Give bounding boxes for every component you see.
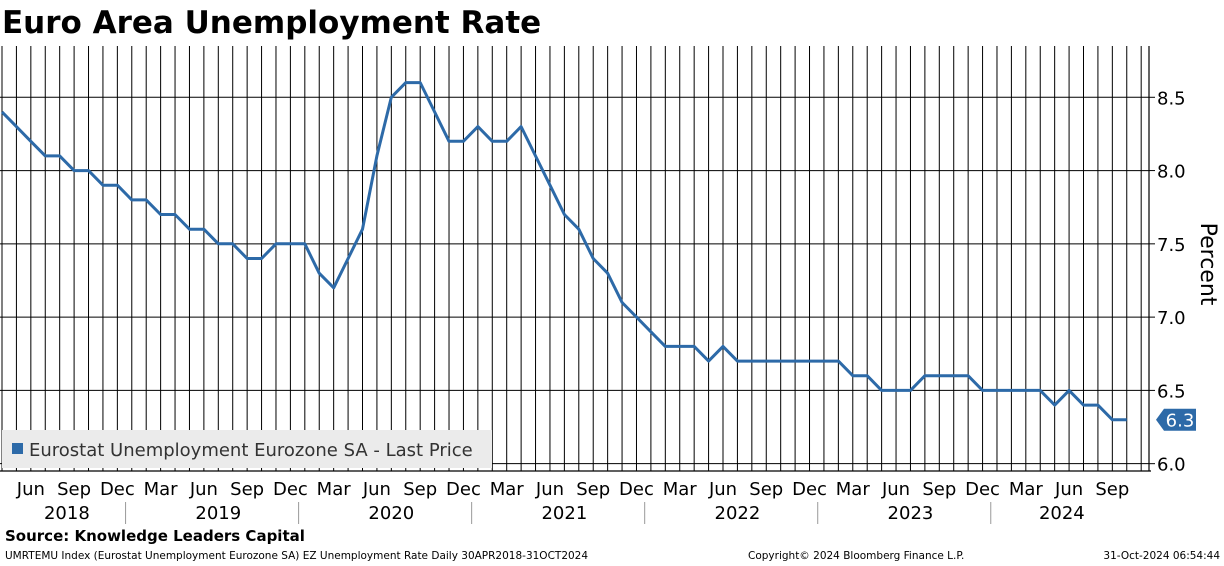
y-tick-label: 6.5 (1157, 381, 1186, 402)
x-tick-label: Jun (1054, 479, 1083, 500)
x-tick-label: Jun (189, 479, 218, 500)
x-tick-label: Sep (403, 479, 437, 500)
x-year-label: 2019 (195, 503, 241, 524)
series-layer (0, 81, 1127, 422)
plot-frame (0, 46, 1155, 472)
footer-copyright: Copyright© 2024 Bloomberg Finance L.P. (748, 550, 965, 562)
x-tick-label: Dec (792, 479, 827, 500)
x-tick-label: Dec (619, 479, 654, 500)
footer-index-description: UMRTEMU Index (Eurostat Unemployment Eur… (5, 550, 589, 562)
x-tick-label: Dec (273, 479, 308, 500)
legend-label: Eurostat Unemployment Eurozone SA - Last… (29, 440, 473, 461)
x-axis-tick-labels: Jun Sep Dec Mar Jun Sep Dec Mar Jun Sep Dec Mar Jun S… (16, 479, 1130, 500)
last-value-badge (1156, 408, 1196, 431)
x-tick-label: Sep (749, 479, 783, 500)
x-tick-label: Mar (144, 479, 179, 500)
x-year-label: 2022 (715, 503, 761, 524)
x-tick-label: Jun (16, 479, 45, 500)
x-year-label: 2018 (44, 503, 90, 524)
legend-swatch (12, 443, 23, 454)
chart-title: Euro Area Unemployment Rate (2, 5, 542, 41)
x-year-label: 2023 (888, 503, 934, 524)
x-tick-label: Dec (965, 479, 1000, 500)
y-axis-tick-labels: 6.0 6.5 7.0 7.5 8.0 8.5 (1157, 88, 1186, 475)
last-value-label: 6.3 (1166, 411, 1195, 432)
y-tick-label: 7.5 (1157, 235, 1186, 256)
last-value-marker: 6.3 (1156, 408, 1196, 432)
year-dividers (125, 502, 992, 524)
y-tick-label: 6.0 (1157, 455, 1186, 476)
footer-timestamp: 31-Oct-2024 06:54:44 (1103, 550, 1220, 562)
legend-background (2, 430, 492, 468)
legend: Eurostat Unemployment Eurozone SA - Last… (2, 430, 492, 468)
x-tick-label: Sep (230, 479, 264, 500)
y-axis-label: Percent (1195, 223, 1220, 306)
x-tick-label: Mar (836, 479, 871, 500)
x-tick-label: Sep (922, 479, 956, 500)
x-axis-year-labels: 2018 2019 2020 2021 2022 2023 2024 (44, 503, 1085, 524)
x-year-label: 2020 (368, 503, 414, 524)
y-tick-label: 7.0 (1157, 308, 1186, 329)
x-year-label: 2024 (1039, 503, 1085, 524)
source-note: Source: Knowledge Leaders Capital (5, 527, 305, 545)
x-tick-label: Mar (317, 479, 352, 500)
x-tick-label: Jun (881, 479, 910, 500)
x-tick-label: Sep (576, 479, 610, 500)
x-tick-label: Jun (708, 479, 737, 500)
x-tick-label: Mar (1009, 479, 1044, 500)
x-tick-label: Sep (57, 479, 91, 500)
x-tick-label: Dec (446, 479, 481, 500)
y-tick-label: 8.5 (1157, 88, 1186, 109)
x-tick-label: Jun (535, 479, 564, 500)
y-tick-label: 8.0 (1157, 162, 1186, 183)
x-tick-label: Mar (663, 479, 698, 500)
vertical-gridlines (1, 46, 1142, 471)
x-tick-label: Jun (362, 479, 391, 500)
series-line (0, 81, 1127, 422)
x-year-label: 2021 (541, 503, 587, 524)
horizontal-gridlines (0, 96, 1149, 465)
x-tick-label: Dec (100, 479, 135, 500)
x-tick-label: Mar (490, 479, 525, 500)
x-tick-label: Sep (1095, 479, 1129, 500)
